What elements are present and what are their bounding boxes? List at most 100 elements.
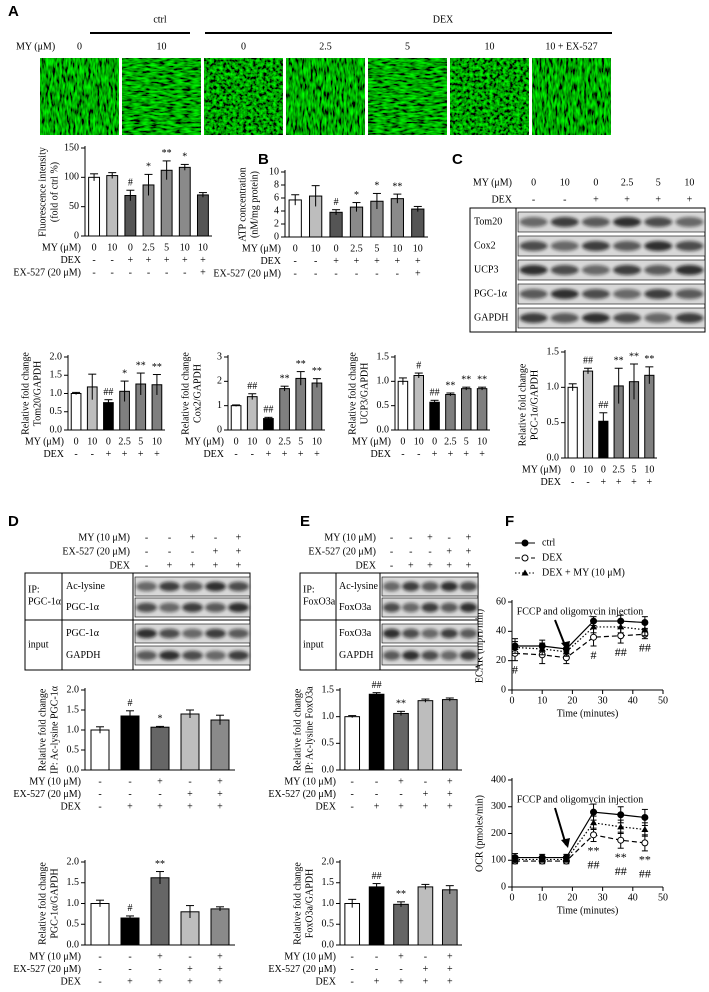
condition-label: DEX — [43, 449, 64, 460]
condition-cell: + — [154, 449, 160, 460]
condition-cell: + — [432, 449, 438, 460]
condition-cell: - — [145, 546, 148, 557]
condition-cell: - — [98, 789, 101, 800]
band-label: PGC-1α — [66, 628, 100, 639]
significance-mark: # — [591, 648, 597, 662]
blot-band — [228, 628, 249, 639]
bar — [196, 194, 209, 237]
x-tick-label: 50 — [658, 695, 668, 706]
marker — [511, 643, 519, 650]
bar — [246, 396, 258, 431]
condition-cell: + — [647, 477, 653, 488]
condition-cell: - — [98, 964, 101, 975]
condition-cell: 0 — [334, 243, 339, 254]
blot-band — [402, 650, 420, 661]
marker — [590, 819, 598, 826]
condition-cell: 5 — [138, 436, 143, 447]
condition-cell: - — [375, 776, 378, 787]
column-label: 0 — [241, 41, 246, 52]
blot-band — [644, 289, 673, 299]
blot-band — [550, 265, 579, 275]
condition-cell: + — [463, 449, 469, 460]
bar — [210, 719, 230, 771]
condition-cell: - — [147, 267, 150, 278]
y-tick-label: 4 — [274, 205, 279, 216]
x-tick-label: 50 — [658, 892, 668, 903]
band-label: Ac-lysine — [66, 581, 105, 592]
marker — [538, 645, 546, 652]
condition-cell: + — [447, 789, 453, 800]
condition-cell: + — [415, 268, 421, 279]
x-tick-label: 30 — [598, 892, 608, 903]
y-tick-label: 0 — [74, 230, 79, 241]
condition-cell: - — [351, 976, 354, 987]
blot-band — [228, 650, 249, 661]
y-tick-label: 1.5 — [377, 351, 390, 362]
y-tick-label: 150 — [64, 142, 79, 153]
annotation: FCCP and oligomycin injection — [517, 606, 644, 617]
y-tick-label: 0 — [501, 684, 506, 695]
condition-cell: - — [351, 801, 354, 812]
y-tick-label: 1.5 — [322, 877, 335, 888]
blot-band — [136, 628, 157, 639]
blot-band — [519, 217, 548, 227]
y-axis-label: Relative fold change — [347, 352, 358, 435]
y-tick-label: 1.0 — [67, 724, 80, 735]
condition-cell: + — [466, 560, 472, 571]
blot-band — [581, 313, 610, 323]
condition-cell: - — [390, 560, 393, 571]
x-tick-label: 20 — [567, 892, 577, 903]
significance-mark: ** — [629, 351, 639, 362]
y-axis-label: PGC-1α/GAPDH — [529, 370, 540, 440]
bar — [180, 713, 200, 771]
bar — [263, 418, 274, 431]
condition-cell: 2.5 — [350, 243, 363, 254]
condition-cell: + — [164, 255, 170, 266]
microscopy-image — [532, 58, 611, 135]
blot-band — [550, 241, 579, 251]
blot-band — [136, 602, 157, 613]
condition-cell: + — [146, 255, 152, 266]
bar — [417, 700, 434, 771]
blot-band — [228, 602, 249, 613]
panel-label: A — [8, 3, 19, 20]
condition-cell: - — [351, 776, 354, 787]
input-label: input — [28, 639, 49, 650]
y-tick-label: 1 — [217, 400, 222, 411]
condition-cell: 5 — [374, 243, 379, 254]
blot-band — [159, 602, 180, 613]
bar — [441, 889, 458, 946]
significance-mark: ** — [614, 356, 624, 367]
bar — [461, 388, 472, 431]
blot-band — [402, 602, 420, 613]
bar — [344, 716, 361, 771]
condition-cell: 0 — [593, 177, 598, 188]
blot-band — [550, 217, 579, 227]
y-tick-label: 0.5 — [67, 744, 80, 755]
ip-label: IP: — [303, 584, 315, 595]
condition-cell: + — [423, 976, 429, 987]
condition-label: DEX — [370, 449, 391, 460]
condition-cell: 0 — [531, 177, 536, 188]
condition-cell: - — [234, 449, 237, 460]
bar — [397, 380, 409, 431]
y-axis-label: Relative fold change — [20, 352, 31, 435]
condition-cell: - — [428, 546, 431, 557]
y-axis-label: UCP3/GAPDH — [359, 363, 370, 425]
blot-band — [613, 313, 642, 323]
condition-cell: + — [354, 256, 360, 267]
bar — [413, 374, 424, 431]
bar — [390, 198, 404, 238]
microscopy-image — [40, 58, 119, 135]
y-tick-label: 1.0 — [322, 898, 335, 909]
column-label: 2.5 — [319, 41, 332, 52]
condition-cell: 2.5 — [142, 242, 155, 253]
significance-mark: ** — [312, 366, 322, 377]
significance-mark: ** — [396, 699, 406, 710]
blot-band — [459, 602, 478, 613]
condition-cell: + — [374, 256, 380, 267]
y-tick-label: 1.0 — [50, 388, 63, 399]
blot-band — [228, 581, 249, 592]
condition-cell: - — [532, 194, 535, 205]
condition-cell: + — [190, 532, 196, 543]
